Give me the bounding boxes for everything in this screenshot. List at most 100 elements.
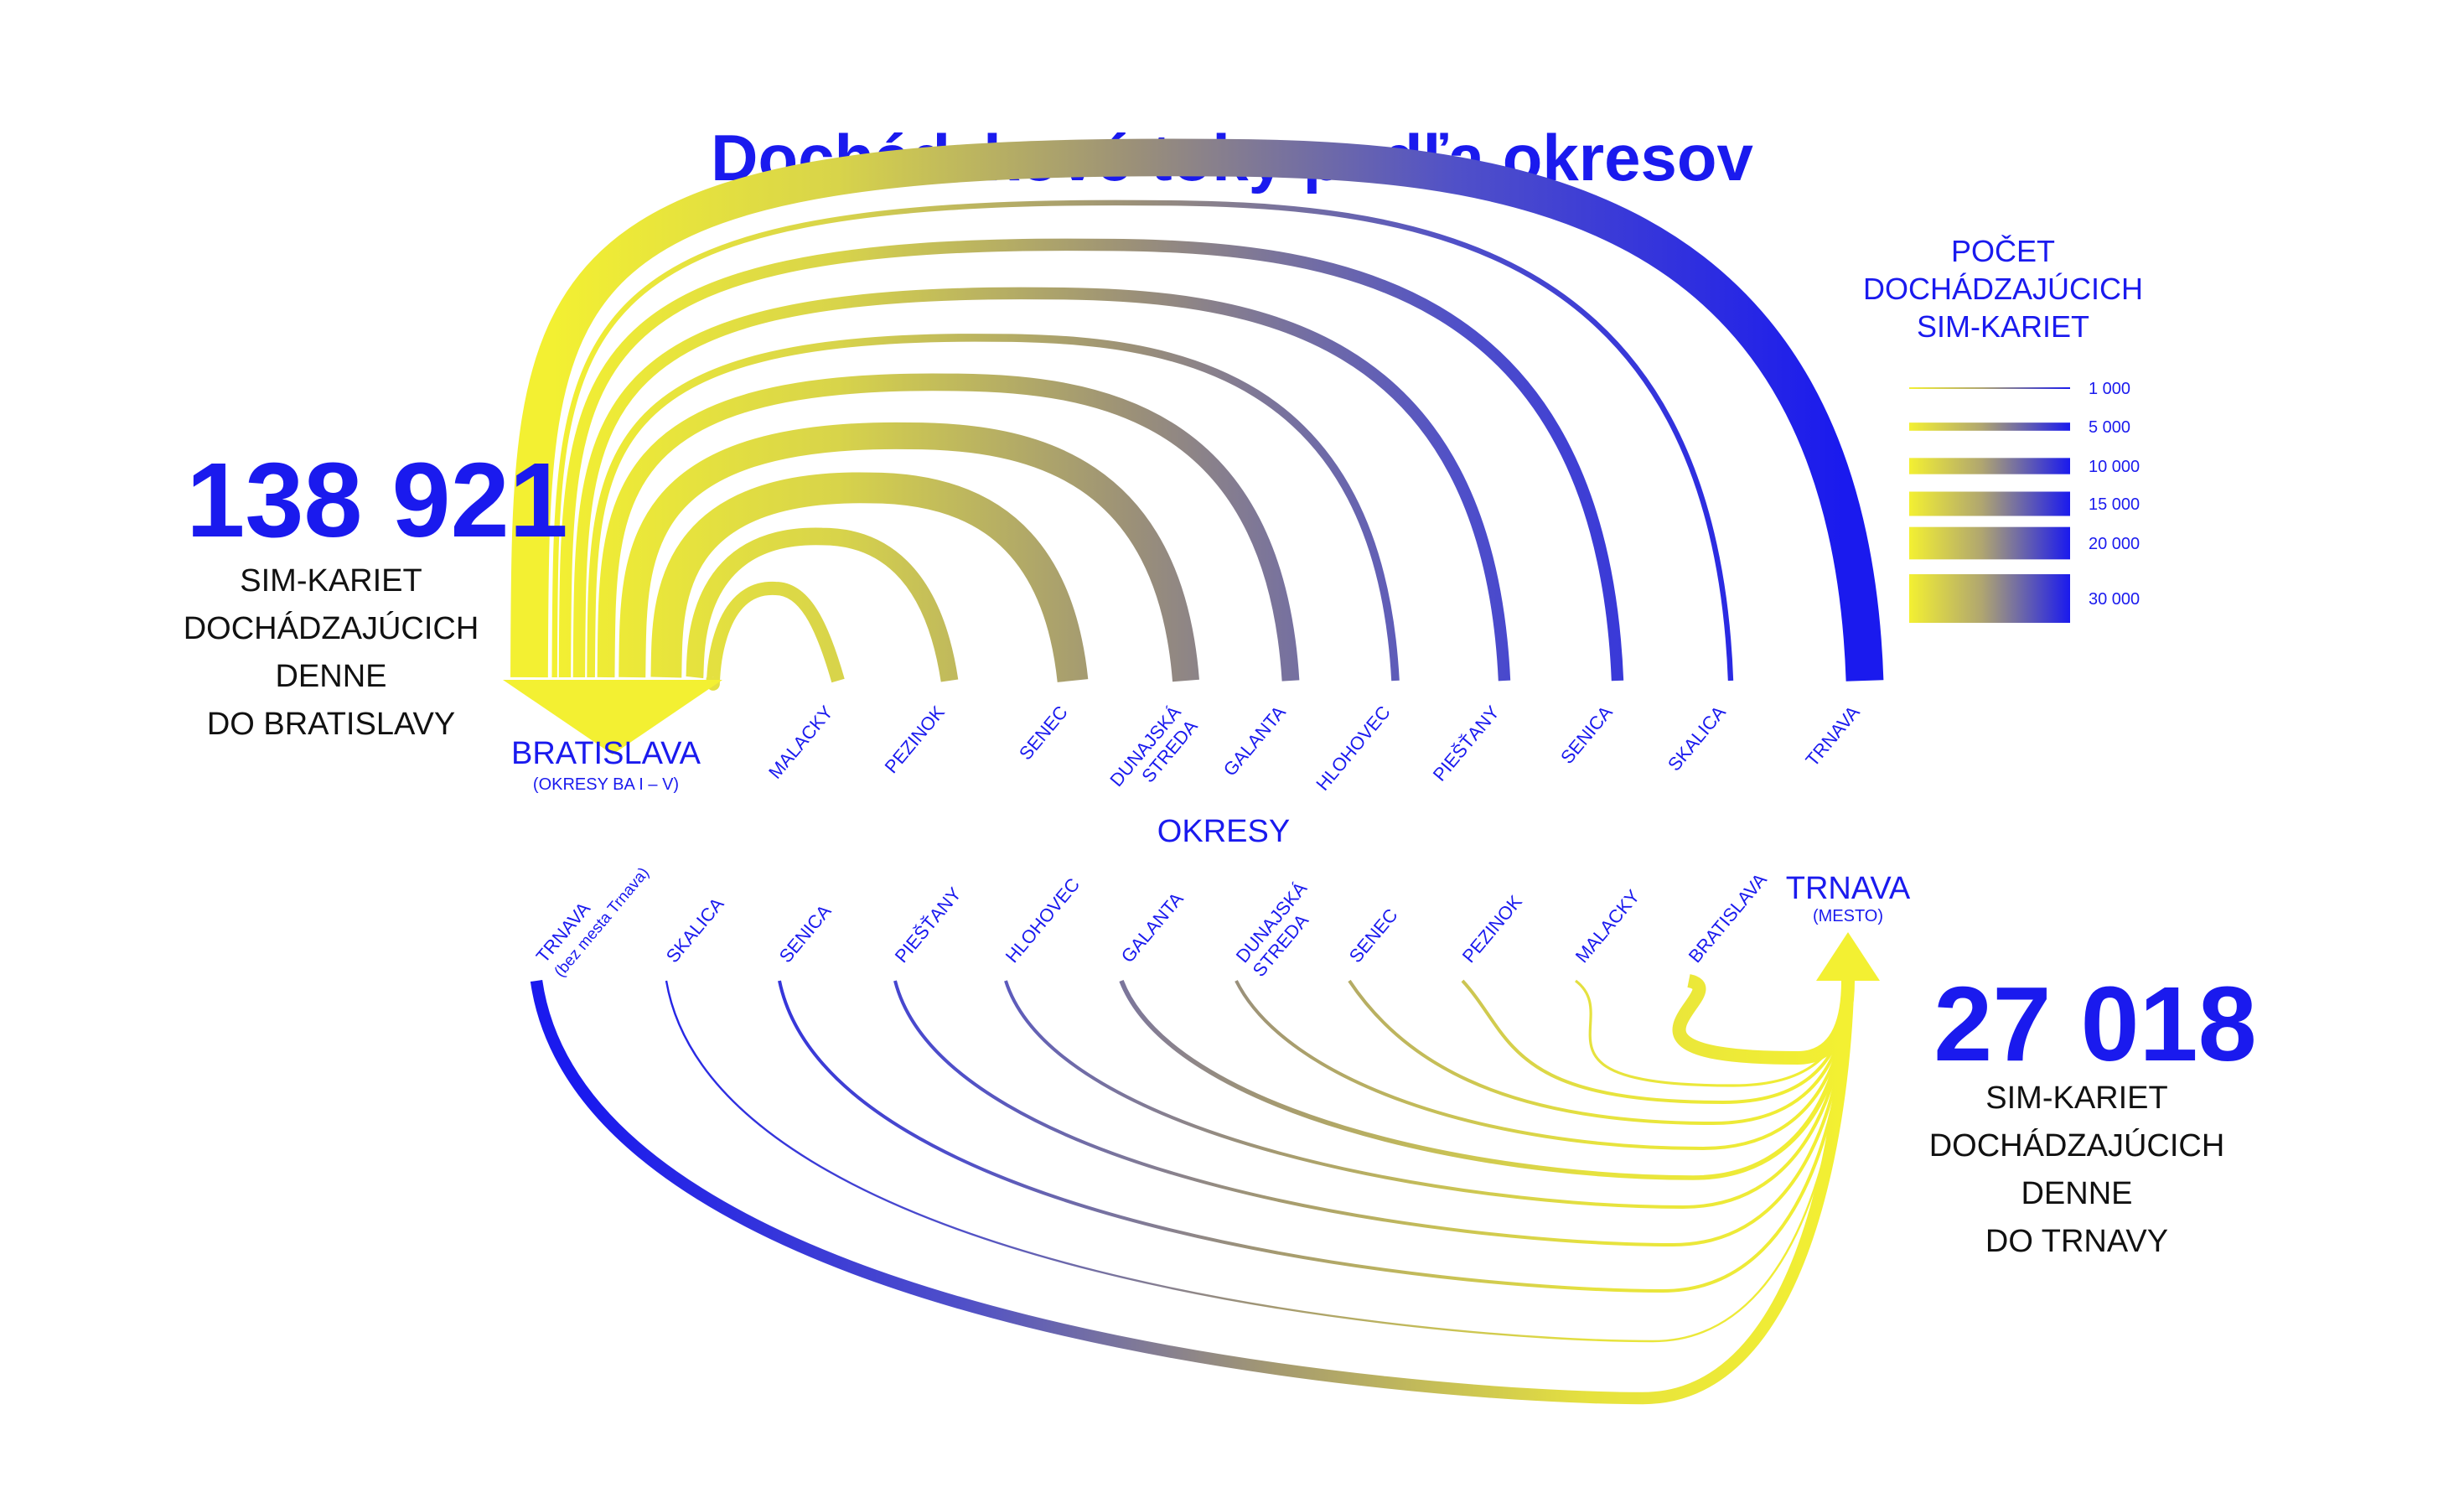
- legend-swatch: [1909, 458, 2070, 474]
- origin-label-bratislava-flow: SENEC: [1015, 702, 1072, 764]
- flow-to-bratislava: [587, 334, 1400, 682]
- legend-swatch: [1909, 491, 2070, 516]
- trnava-caption-line: DENNE: [2021, 1176, 2132, 1211]
- legend-value-label: 15 000: [2089, 495, 2140, 514]
- origin-label-line: HLOHOVEC: [1312, 702, 1395, 795]
- flow-to-trnava: [1672, 974, 1855, 1065]
- legend-title-line: SIM-KARIET: [1917, 309, 2089, 344]
- origin-label-line: TRNAVA: [1801, 702, 1864, 770]
- flow-to-bratislava: [572, 287, 1511, 682]
- legend-swatch: [1909, 526, 2070, 560]
- origin-label-trnava-flow: SENICA: [775, 900, 836, 967]
- flow-to-bratislava: [597, 373, 1300, 682]
- legend-swatch: [1909, 387, 2070, 389]
- origin-label-line: SENICA: [1556, 702, 1617, 768]
- origin-label-trnava-flow: SKALICA: [662, 894, 728, 967]
- origin-label-bratislava-flow: MALACKY: [764, 702, 837, 783]
- legend-value-label: 20 000: [2089, 535, 2140, 553]
- origin-label-line: GALANTA: [1219, 702, 1290, 780]
- origin-label-line: PIEŠŤANY: [891, 884, 965, 967]
- flow-to-trnava: [1235, 980, 1850, 1151]
- flow-to-bratislava: [551, 200, 1734, 682]
- origin-label-trnava-flow: MALACKY: [1571, 885, 1644, 967]
- flow-to-bratislava: [650, 472, 1089, 682]
- flows-to-trnava: [530, 974, 1855, 1405]
- legend-value-label: 1 000: [2089, 380, 2130, 398]
- bratislava-arrowhead: [503, 680, 722, 754]
- origin-label-trnava-flow: TRNAVA(bez mesta Trnava): [532, 864, 653, 981]
- trnava-origin-labels: TRNAVA(bez mesta Trnava) SKALICA SENICA PIE…: [532, 864, 1771, 981]
- origin-label-line: SENEC: [1015, 702, 1072, 764]
- origin-label-line: MALACKY: [764, 702, 837, 783]
- origin-label-bratislava-flow: TRNAVA: [1801, 702, 1864, 770]
- bratislava-total: 138 921: [186, 441, 567, 559]
- trnava-destination-sublabel: (MESTO): [1813, 907, 1883, 925]
- flow-to-bratislava: [558, 238, 1624, 682]
- flow-to-trnava: [1004, 980, 1850, 1210]
- origin-label-line: MALACKY: [1571, 885, 1644, 967]
- districts-center-label: OKRESY: [1157, 814, 1290, 849]
- origin-label-bratislava-flow: PIEŠŤANY: [1429, 702, 1504, 785]
- legend-swatch: [1909, 574, 2070, 623]
- flow-to-trnava: [893, 980, 1850, 1247]
- bratislava-caption-line: DOCHÁDZAJÚCICH: [184, 610, 479, 646]
- origin-label-trnava-flow: HLOHOVEC: [1002, 873, 1084, 967]
- trnava-total: 27 018: [1933, 965, 2256, 1083]
- flow-to-trnava: [1119, 979, 1851, 1180]
- trnava-arrowhead: [1816, 932, 1880, 981]
- origin-label-trnava-flow: SENEC: [1345, 904, 1402, 967]
- origin-label-line: HLOHOVEC: [1002, 873, 1084, 967]
- trnava-caption-line: DO TRNAVY: [1985, 1224, 2168, 1259]
- legend-swatch: [1909, 422, 2070, 431]
- flow-to-trnava: [1461, 979, 1850, 1105]
- origin-label-bratislava-flow: SKALICA: [1664, 702, 1730, 775]
- origin-label-bratislava-flow: GALANTA: [1219, 702, 1290, 780]
- origin-label-bratislava-flow: PEZINOK: [881, 702, 949, 777]
- legend-value-label: 5 000: [2089, 418, 2130, 437]
- trnava-destination-label: TRNAVA: [1786, 871, 1911, 906]
- trnava-caption: SIM-KARIET DOCHÁDZAJÚCICH DENNE DO TRNAVY: [1929, 1081, 2225, 1259]
- flow-to-bratislava: [510, 138, 1884, 682]
- flow-to-bratislava: [686, 527, 959, 682]
- origin-label-line: BRATISLAVA: [1685, 869, 1771, 967]
- flow-to-trnava: [665, 980, 1850, 1343]
- bratislava-destination-sublabel: (OKRESY BA I – V): [533, 775, 679, 794]
- legend: 1 000 5 000 10 000 15 000 20 000 30 000: [1909, 380, 2140, 623]
- origin-label-trnava-flow: GALANTA: [1117, 888, 1188, 967]
- origin-label-line: GALANTA: [1117, 888, 1188, 967]
- origin-label-line: SKALICA: [1664, 702, 1730, 775]
- legend-value-label: 10 000: [2089, 458, 2140, 476]
- origin-label-trnava-flow: BRATISLAVA: [1685, 869, 1771, 967]
- flow-to-trnava: [1575, 979, 1850, 1087]
- origin-label-line: PEZINOK: [881, 702, 949, 777]
- legend-value-label: 30 000: [2089, 590, 2140, 609]
- bratislava-caption: SIM-KARIET DOCHÁDZAJÚCICH DENNE DO BRATISLA…: [184, 563, 479, 742]
- origin-label-line: PEZINOK: [1458, 891, 1526, 967]
- origin-label-trnava-flow: PIEŠŤANY: [891, 884, 965, 967]
- origin-label-line: SENEC: [1345, 904, 1402, 967]
- bratislava-destination-label: BRATISLAVA: [511, 736, 701, 771]
- bratislava-caption-line: SIM-KARIET: [240, 563, 422, 599]
- flow-to-trnava: [778, 980, 1850, 1293]
- trnava-caption-line: SIM-KARIET: [1985, 1081, 2167, 1116]
- flow-to-bratislava: [706, 581, 845, 691]
- origin-label-line: SENICA: [775, 900, 836, 967]
- flow-to-bratislava: [619, 422, 1199, 682]
- flows-to-bratislava: [510, 138, 1884, 691]
- origin-label-line: PIEŠŤANY: [1429, 702, 1504, 785]
- bratislava-caption-line: DENNE: [275, 659, 386, 694]
- origin-label-bratislava-flow: HLOHOVEC: [1312, 702, 1395, 795]
- trnava-caption-line: DOCHÁDZAJÚCICH: [1929, 1127, 2225, 1164]
- legend-title-line: POČET: [1951, 234, 2055, 268]
- origin-label-line: SKALICA: [662, 894, 728, 967]
- bratislava-caption-line: DO BRATISLAVY: [207, 707, 455, 742]
- legend-title-line: DOCHÁDZAJÚCICH: [1863, 272, 2143, 306]
- flow-to-trnava: [530, 979, 1855, 1405]
- origin-label-bratislava-flow: SENICA: [1556, 702, 1617, 768]
